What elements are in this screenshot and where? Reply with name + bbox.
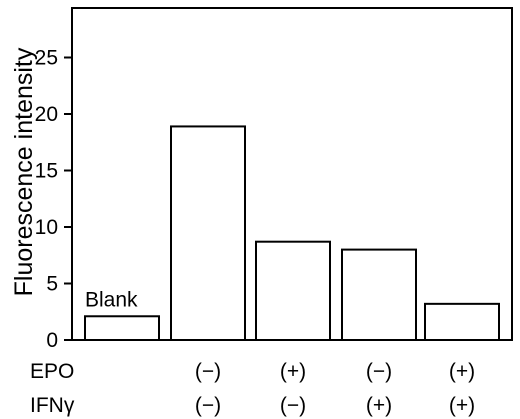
condition-value: (−) [195, 360, 221, 383]
condition-row-label: IFNγ [30, 394, 75, 417]
condition-value: (+) [280, 360, 306, 383]
y-tick-label: 0 [46, 329, 58, 352]
bar [255, 240, 331, 341]
condition-value: (−) [195, 394, 221, 417]
bar [84, 315, 160, 341]
condition-value: (+) [366, 394, 392, 417]
y-tick-label: 20 [35, 103, 58, 126]
bar-annotation: Blank [85, 288, 138, 311]
annotations: Blank [85, 288, 138, 311]
bar [170, 125, 246, 342]
condition-value: (+) [449, 394, 475, 417]
y-tick-label: 15 [35, 160, 58, 183]
condition-table: EPO (−) (+) (−) (+) IFNγ (−) (−) (+) (+) [30, 360, 475, 417]
condition-value: (−) [366, 360, 392, 383]
bars [84, 125, 500, 342]
y-tick-label: 5 [46, 273, 58, 296]
y-tick-label: 10 [35, 216, 58, 239]
bar [341, 248, 417, 342]
y-axis-title: Fluorescence intensity [10, 47, 38, 296]
y-tick-label: 25 [35, 47, 58, 70]
condition-value: (+) [449, 360, 475, 383]
condition-row-label: EPO [30, 360, 74, 383]
condition-value: (−) [280, 394, 306, 417]
bar [424, 302, 500, 341]
y-axis: 0 5 10 15 20 25 [35, 47, 72, 352]
